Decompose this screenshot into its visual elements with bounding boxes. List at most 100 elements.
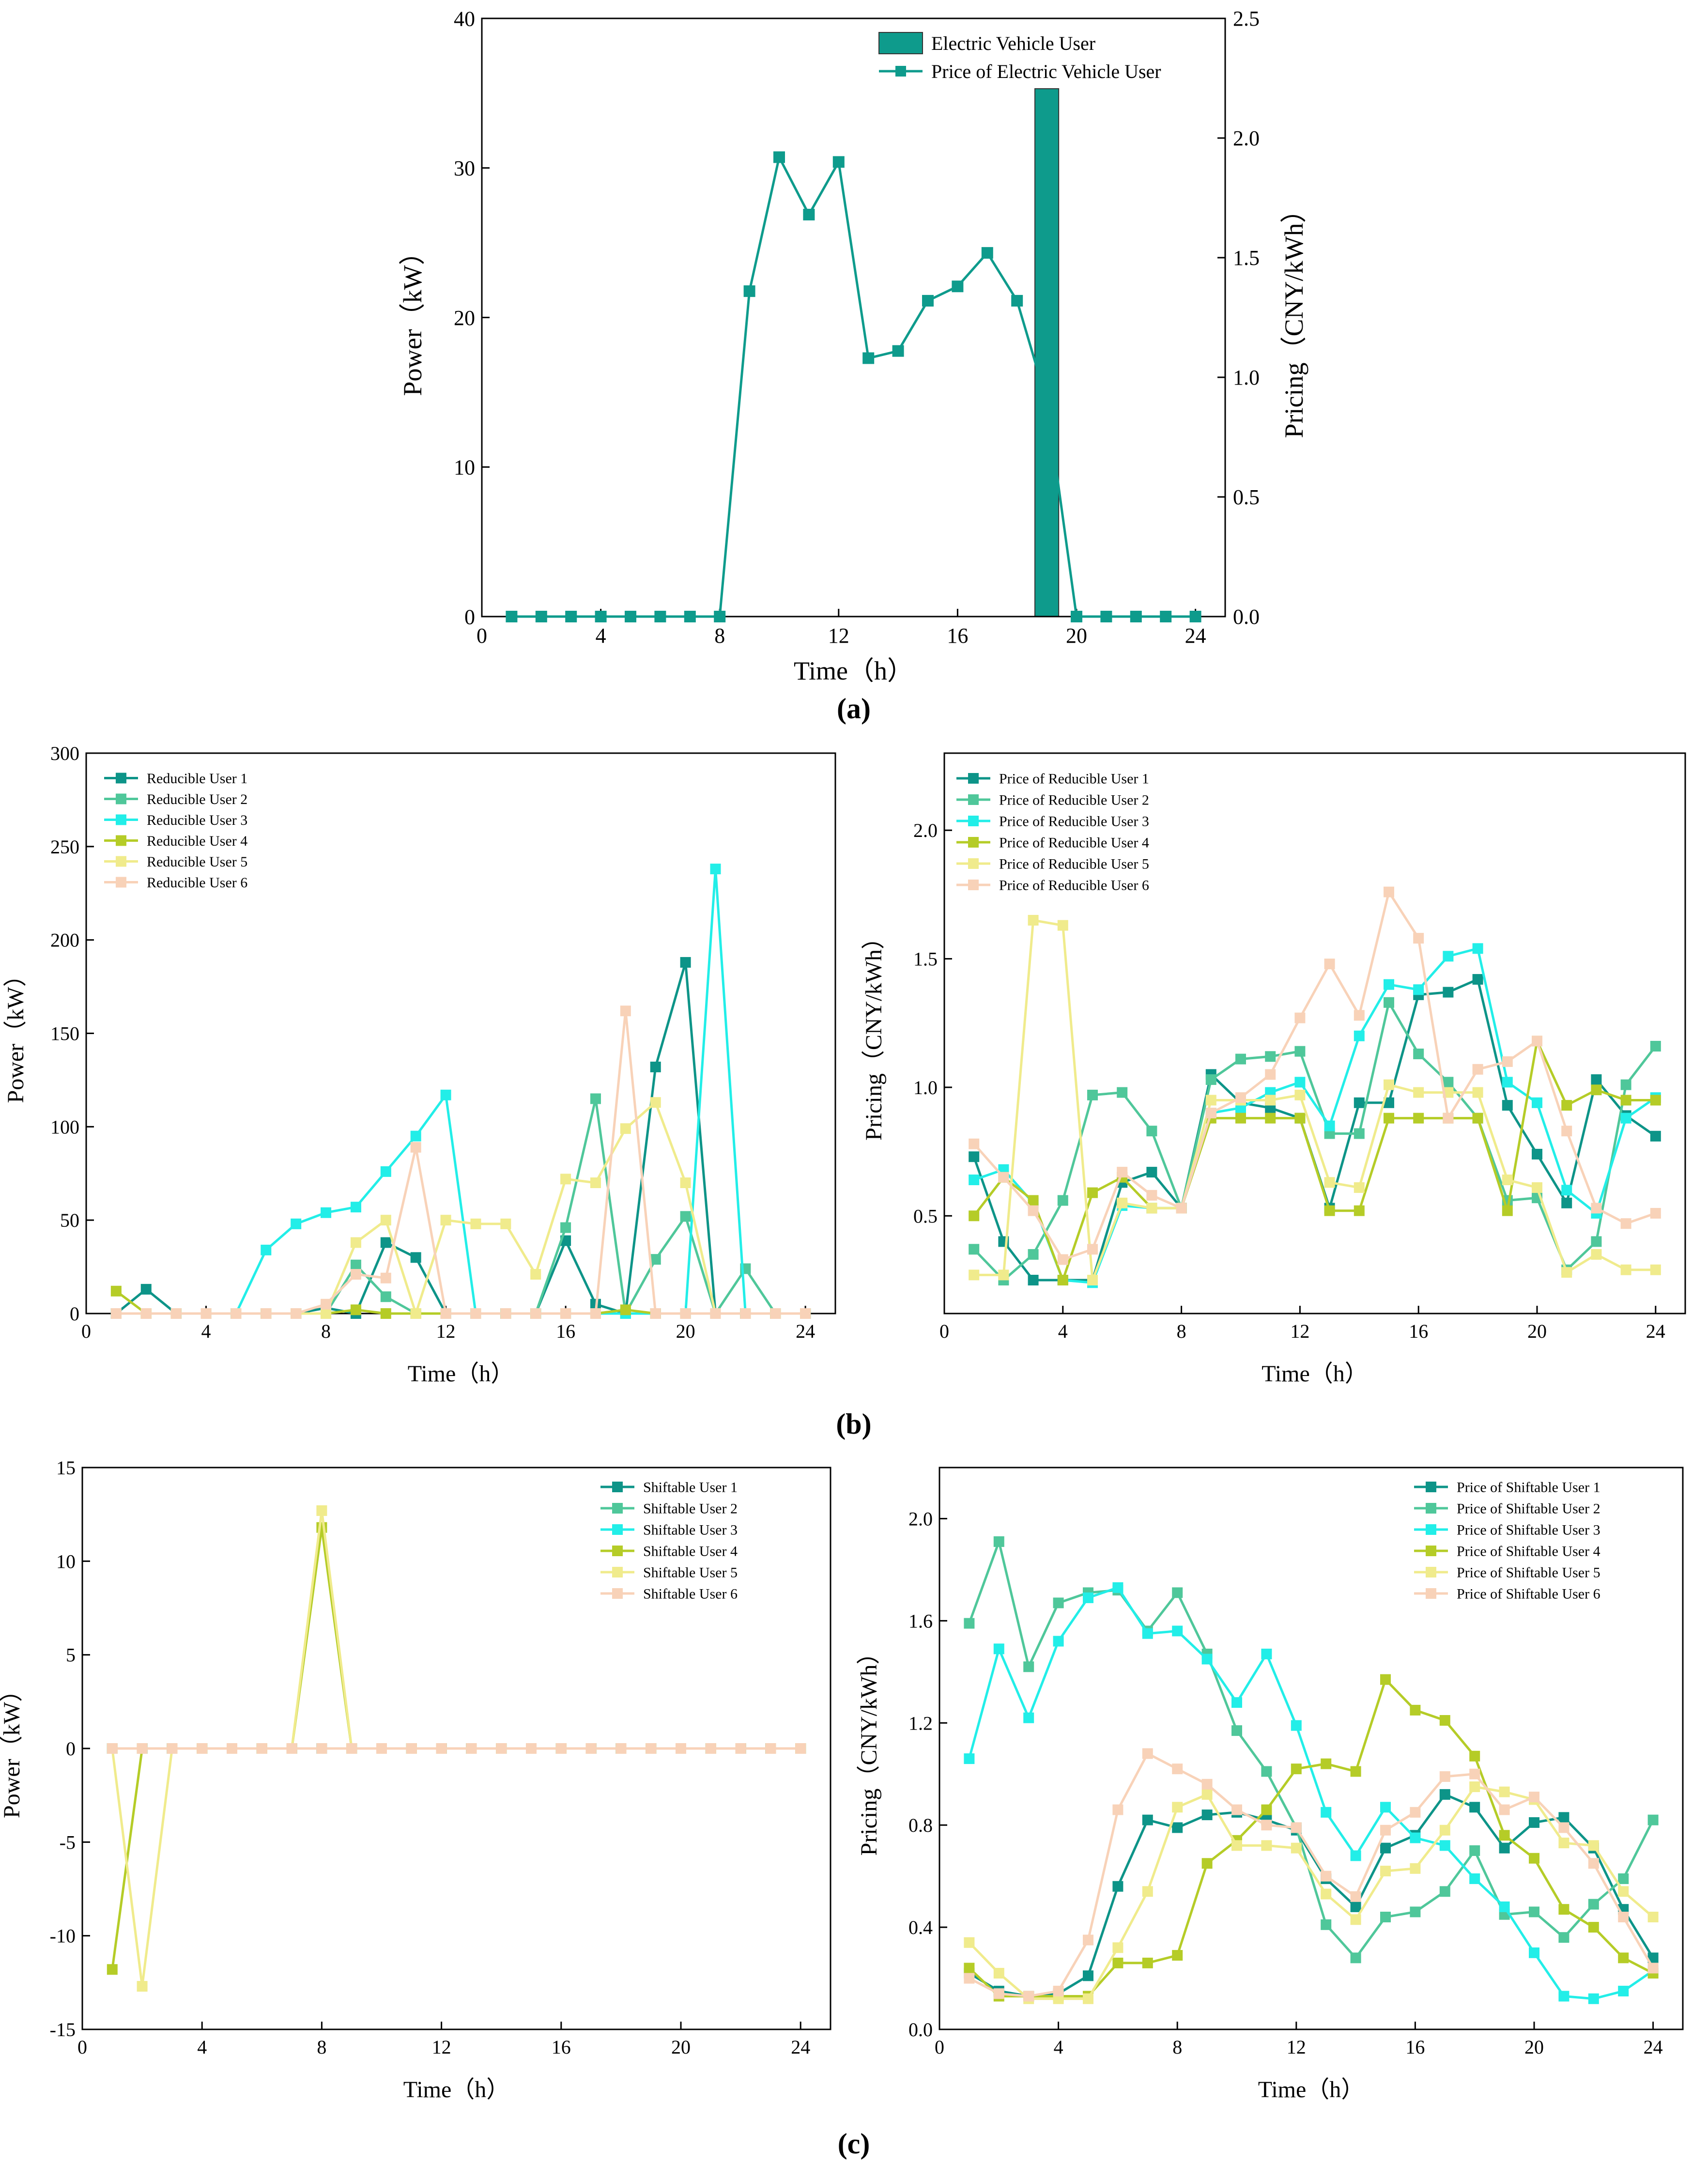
legend-label-shiftable-user-6: Shiftable User 6 — [643, 1586, 738, 1602]
data-point-c-right-s1-5 — [1083, 1970, 1093, 1981]
data-point-c-right-s2-24 — [1647, 1814, 1659, 1825]
data-point-c-right-s5-7 — [1142, 1886, 1153, 1897]
legend-label-price-of-reducible-user-3: Price of Reducible User 3 — [999, 814, 1149, 830]
data-point-c-right-s6-17 — [1439, 1771, 1450, 1782]
legend-label-reducible-user-5: Reducible User 5 — [147, 854, 247, 870]
data-point-b-right-s4-24 — [1650, 1095, 1661, 1106]
data-point-c-right-s3-7 — [1142, 1628, 1153, 1639]
data-point-c-right-s6-11 — [1261, 1820, 1272, 1831]
data-point-b-left-s6-21 — [710, 1308, 721, 1319]
y-tick-label-b-left-3: 150 — [50, 1023, 79, 1045]
data-point-b-right-s5-6 — [1117, 1197, 1128, 1208]
data-point-b-left-s6-20 — [680, 1308, 691, 1319]
data-point-c-right-s5-12 — [1291, 1842, 1302, 1854]
x-tick-label-b-left-5: 20 — [676, 1320, 695, 1342]
data-point-b-right-s6-15 — [1384, 886, 1394, 897]
y-tick-label-c-right-1: 0.4 — [908, 1917, 933, 1938]
data-point-b-right-s5-16 — [1413, 1087, 1424, 1098]
data-point-c-left-s5-8 — [316, 1505, 327, 1516]
data-point-c-right-s5-19 — [1499, 1786, 1510, 1797]
legend-label-reducible-user-3: Reducible User 3 — [147, 812, 247, 828]
data-point-b-left-s6-15 — [530, 1308, 541, 1319]
data-point-c-left-s6-21 — [705, 1743, 716, 1754]
x-tick-label-b-right-1: 4 — [1058, 1320, 1068, 1342]
x-tick-label-a-0: 0 — [477, 624, 487, 648]
data-point-a-s1-9 — [743, 285, 755, 297]
y-tick-label-b-left-5: 250 — [50, 836, 79, 858]
x-tick-label-b-right-3: 12 — [1290, 1320, 1309, 1342]
plot-area-c-right: 0 4 8 12 16 20 24 0.0 0.4 0.8 1.2 1.6 2.0 Time（h） Pric… — [856, 1467, 1684, 2103]
data-point-b-right-s5-1 — [969, 1269, 980, 1281]
y-tick-label-c-left-5: 10 — [56, 1550, 76, 1572]
legend-label-price-of-reducible-user-1: Price of Reducible User 1 — [999, 771, 1149, 787]
data-point-b-left-s6-23 — [770, 1308, 781, 1319]
data-point-b-right-s6-23 — [1620, 1218, 1631, 1229]
x-tick-label-c-right-1: 4 — [1054, 2036, 1063, 2058]
data-point-b-left-s6-8 — [321, 1299, 332, 1310]
data-point-b-right-s6-3 — [1028, 1205, 1039, 1216]
data-point-b-right-s4-23 — [1620, 1095, 1631, 1106]
data-point-b-left-s3-21 — [710, 864, 721, 875]
data-point-c-right-s3-19 — [1499, 1901, 1510, 1912]
data-point-b-left-s4-10 — [380, 1308, 391, 1319]
data-point-b-right-s2-1 — [969, 1244, 980, 1255]
data-point-c-right-s1-15 — [1380, 1842, 1391, 1854]
data-point-c-right-s5-14 — [1350, 1914, 1361, 1925]
data-point-b-right-s6-19 — [1502, 1056, 1513, 1067]
data-point-b-left-s6-7 — [291, 1308, 302, 1319]
data-point-b-right-s5-13 — [1324, 1177, 1335, 1188]
data-point-c-left-s6-1 — [107, 1743, 118, 1754]
legend-swatch-marker-b-left-3 — [116, 814, 126, 825]
data-point-c-right-s1-18 — [1469, 1802, 1480, 1813]
data-point-b-right-s4-13 — [1324, 1205, 1335, 1216]
plot-area-b-right: 0 4 8 12 16 20 24 0.5 1.0 1.5 2.0 Time（h） Pricing（CN… — [861, 752, 1686, 1387]
data-point-b-right-s4-14 — [1354, 1205, 1365, 1216]
y-right-tick-label-a-5: 2.5 — [1233, 7, 1260, 31]
x-tick-label-c-left-6: 24 — [791, 2036, 810, 2058]
y-axis-title-c-left: Power（kW） — [0, 1679, 25, 1818]
y-tick-label-b-left-0: 0 — [70, 1303, 79, 1325]
x-tick-label-b-left-1: 4 — [201, 1320, 211, 1342]
legend-label-reducible-user-1: Reducible User 1 — [147, 771, 247, 787]
data-point-c-right-s6-18 — [1469, 1768, 1480, 1779]
data-point-c-right-s6-3 — [1023, 1991, 1034, 2002]
data-point-b-left-s5-8 — [321, 1308, 332, 1319]
data-point-b-left-s1-19 — [650, 1061, 661, 1072]
legend-swatch-marker-a-2 — [895, 66, 906, 77]
data-point-b-right-s3-16 — [1413, 984, 1424, 995]
data-point-b-left-s1-10 — [380, 1237, 391, 1248]
data-point-b-right-s1-15 — [1384, 1097, 1394, 1108]
panel-a: 0 4 8 12 16 20 24 0 10 20 30 40 0.0 0.5 1.0 1.5 2.0 2.5 Ti… — [398, 7, 1308, 725]
legend-label-price-of-reducible-user-4: Price of Reducible User 4 — [999, 835, 1149, 851]
data-point-b-left-s5-11 — [410, 1308, 421, 1319]
data-point-c-right-s6-8 — [1172, 1763, 1183, 1775]
data-point-b-right-s6-18 — [1472, 1064, 1483, 1075]
data-point-c-right-s4-23 — [1618, 1952, 1629, 1964]
data-point-c-right-s5-2 — [993, 1968, 1004, 1979]
data-point-c-left-s6-12 — [436, 1743, 447, 1754]
data-point-c-left-s6-11 — [406, 1743, 417, 1754]
data-point-b-left-s5-13 — [470, 1218, 481, 1229]
y-tick-label-b-right-1: 1.0 — [913, 1077, 938, 1098]
data-point-c-right-s3-18 — [1469, 1873, 1480, 1884]
data-point-b-right-s2-17 — [1443, 1077, 1454, 1088]
data-point-a-s1-4 — [595, 611, 607, 622]
x-tick-label-b-right-6: 24 — [1646, 1320, 1665, 1342]
data-point-c-right-s2-16 — [1410, 1906, 1421, 1918]
data-point-c-right-s2-15 — [1380, 1912, 1391, 1922]
legend-swatch-marker-b-right-2 — [968, 794, 979, 805]
data-point-c-right-s6-24 — [1647, 1963, 1659, 1974]
x-tick-label-a-4: 16 — [947, 624, 968, 648]
data-point-a-s1-21 — [1100, 611, 1112, 622]
y-tick-label-b-left-2: 100 — [50, 1116, 79, 1138]
y-tick-label-b-right-0: 0.5 — [913, 1205, 938, 1227]
data-point-b-left-s5-18 — [620, 1123, 631, 1134]
data-point-b-right-s4-3 — [1028, 1195, 1039, 1206]
data-point-b-right-s4-10 — [1235, 1113, 1246, 1124]
series-line-a-1 — [511, 154, 1196, 618]
data-point-b-left-s4-18 — [620, 1304, 631, 1315]
data-point-b-left-s6-18 — [620, 1005, 631, 1017]
y-axis-title-left-a: Power（kW） — [398, 239, 427, 396]
data-point-c-right-s5-8 — [1172, 1802, 1183, 1813]
data-point-a-s1-24 — [1189, 611, 1201, 622]
